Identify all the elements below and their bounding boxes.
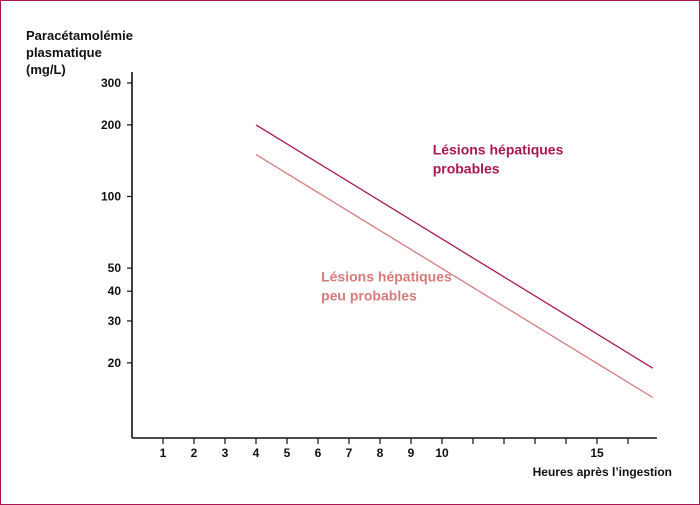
x-tick-label: 7 <box>346 446 353 460</box>
y-tick-label: 200 <box>101 118 121 132</box>
y-tick-label: 20 <box>108 356 122 370</box>
series-annotation-2: peu probables <box>321 287 417 303</box>
x-tick-label: 8 <box>377 446 384 460</box>
series-annotation-1: Lésions hépatiques <box>433 142 564 158</box>
y-tick-label: 30 <box>108 314 122 328</box>
series-line-1 <box>255 124 654 369</box>
y-tick-label: 40 <box>108 284 122 298</box>
x-tick-label: 9 <box>408 446 415 460</box>
series-annotation-1: probables <box>433 161 500 177</box>
y-tick-label: 300 <box>101 76 121 90</box>
y-axis-title-line: Paracétamolémie <box>26 28 133 43</box>
x-tick-label: 5 <box>284 446 291 460</box>
y-axis-title-line: (mg/L) <box>26 62 66 77</box>
x-axis-title: Heures après l’ingestion <box>533 465 672 479</box>
series-line-2 <box>255 154 654 399</box>
y-tick-label: 100 <box>101 190 121 204</box>
x-tick-label: 15 <box>590 446 604 460</box>
x-tick-label: 1 <box>160 446 167 460</box>
y-tick-label: 50 <box>108 261 122 275</box>
series-annotation-2: Lésions hépatiques <box>321 268 452 284</box>
y-axis-title-line: plasmatique <box>26 45 102 60</box>
x-tick-label: 3 <box>222 446 229 460</box>
x-tick-label: 10 <box>435 446 449 460</box>
x-tick-label: 2 <box>191 446 198 460</box>
x-tick-label: 4 <box>253 446 260 460</box>
x-tick-label: 6 <box>315 446 322 460</box>
